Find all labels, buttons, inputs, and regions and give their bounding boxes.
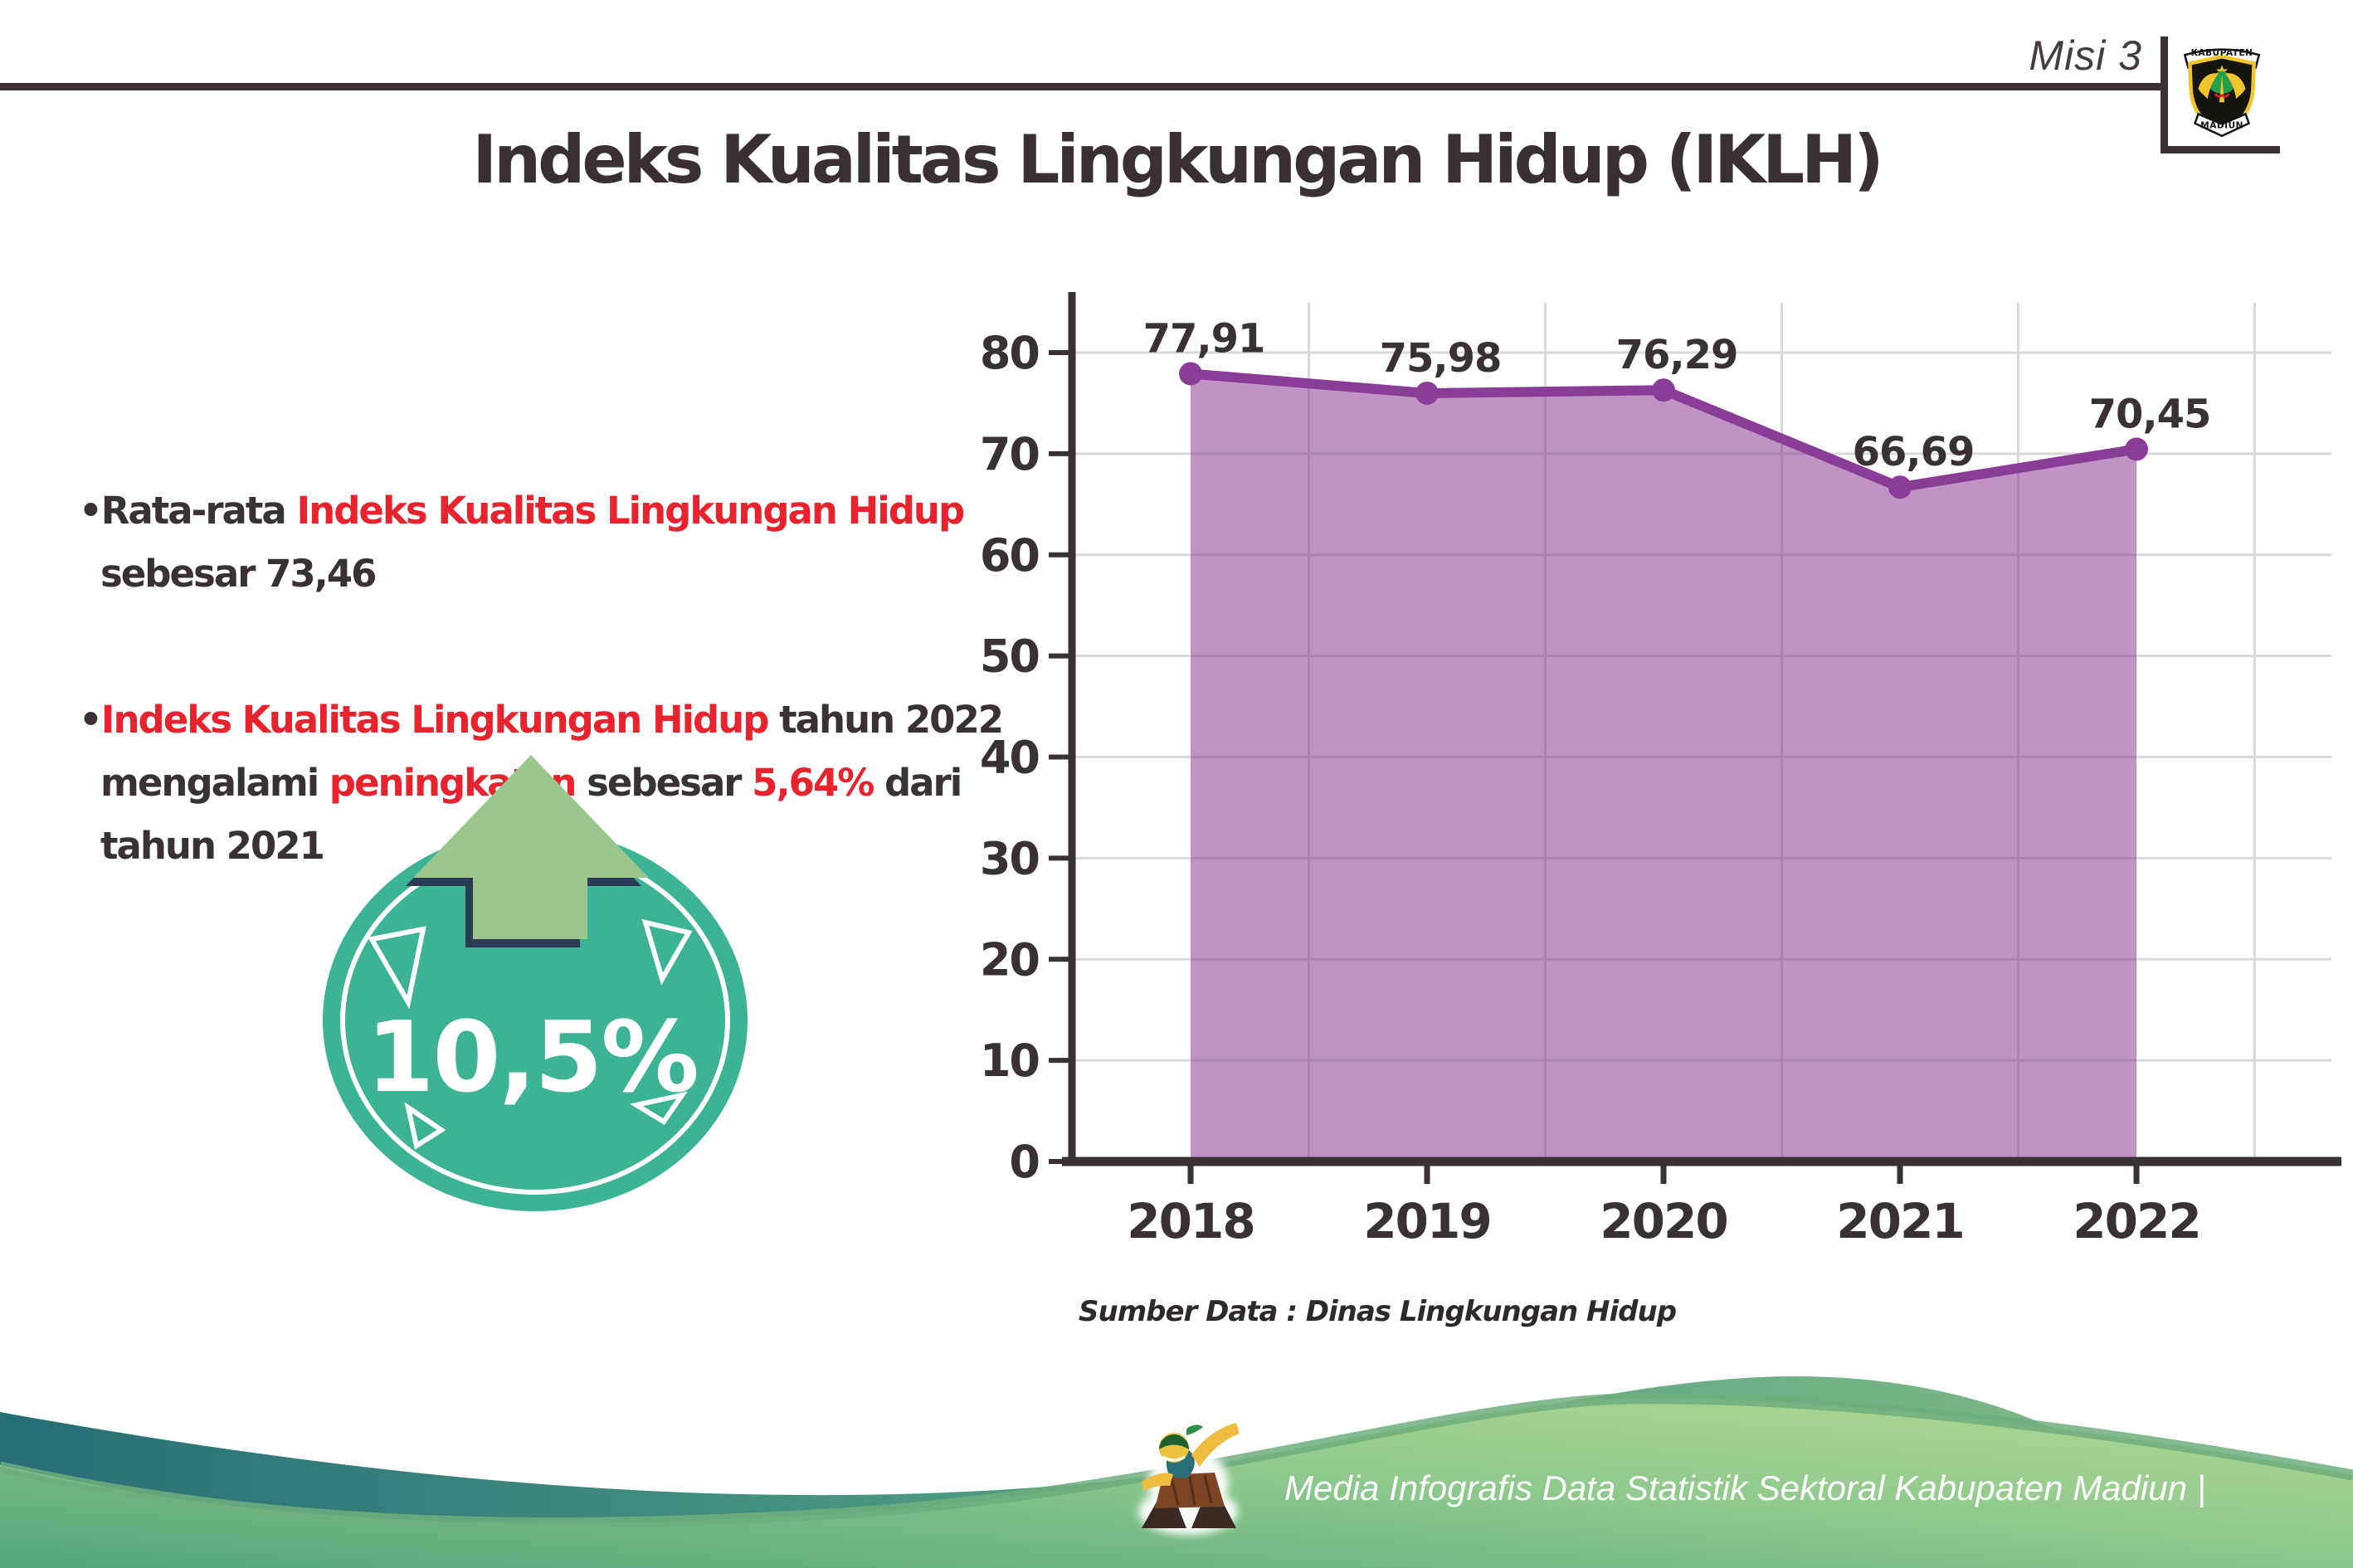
x-tick-label: 2020	[1600, 1193, 1727, 1249]
x-tick-label: 2021	[1836, 1193, 1963, 1249]
footer-wave-rim	[0, 1393, 2353, 1528]
mascot-icon	[1138, 1423, 1240, 1535]
data-label: 77,91	[1143, 315, 1265, 362]
y-tick-label: 10	[980, 1035, 1039, 1087]
data-point-marker	[1888, 475, 1912, 499]
misi-label: Misi 3	[2029, 32, 2142, 79]
logo-wings-icon	[2198, 73, 2246, 100]
logo-top-text: KABUPATEN	[2191, 47, 2253, 58]
logo-bottom-text: MADIUN	[2200, 120, 2243, 131]
data-label: 70,45	[2089, 391, 2211, 437]
chart-source: Sumber Data : Dinas Lingkungan Hidup	[1079, 1295, 1677, 1328]
text-segment: sebesar 73,46	[100, 552, 377, 596]
data-label: 66,69	[1853, 429, 1975, 475]
page-title: Indeks Kualitas Lingkungan Hidup (IKLH)	[472, 121, 1883, 198]
bullet-2-line-3: tahun 2021	[79, 815, 991, 878]
footer-caption: Media Infografis Data Statistik Sektoral…	[1284, 1468, 2206, 1507]
text-segment: sebesar	[575, 761, 753, 805]
text-segment: 5,64%	[752, 761, 874, 805]
up-arrow-icon	[413, 755, 649, 939]
text-segment: •Rata-rata	[79, 489, 297, 533]
data-point-marker	[1179, 362, 1202, 386]
text-segment: •	[79, 698, 103, 742]
text-segment: tahun 2021	[100, 824, 325, 868]
y-tick-label: 20	[980, 933, 1039, 986]
footer-waves	[0, 1376, 2353, 1568]
kabupaten-madiun-logo-icon: KABUPATEN MADIUN	[2183, 47, 2261, 138]
bullet-item-2: •Indeks Kualitas Lingkungan Hidup tahun …	[79, 689, 1004, 878]
y-tick-label: 50	[980, 631, 1039, 683]
logo-bottom-banner	[2193, 112, 2251, 138]
logo-frame-vertical	[2161, 37, 2168, 153]
increase-badge: 10,5%	[323, 755, 748, 1211]
bullet-2-line-1: •Indeks Kualitas Lingkungan Hidup tahun …	[79, 689, 1004, 752]
text-segment: Indeks Kualitas Lingkungan Hidup	[296, 489, 965, 533]
area-fill	[1191, 373, 2136, 1161]
bullet-item-1: •Rata-rata Indeks Kualitas Lingkungan Hi…	[79, 480, 991, 606]
y-tick-label: 0	[1009, 1136, 1039, 1188]
bullet-1-line-1: •Rata-rata Indeks Kualitas Lingkungan Hi…	[79, 480, 991, 543]
x-tick-label: 2022	[2073, 1193, 2200, 1249]
data-point-marker	[2125, 437, 2148, 461]
y-tick-label: 70	[980, 428, 1039, 480]
text-segment: Indeks Kualitas Lingkungan Hidup	[100, 698, 770, 742]
y-tick-label: 60	[980, 529, 1039, 582]
summary-bullets: •Rata-rata Indeks Kualitas Lingkungan Hi…	[79, 480, 1004, 878]
data-point-marker	[1415, 381, 1439, 405]
header-rule	[0, 83, 2164, 90]
bullet-2-line-2: mengalami peningkatan sebesar 5,64% dari	[79, 752, 991, 815]
y-tick-label: 80	[980, 327, 1039, 379]
badge-circle	[323, 830, 748, 1211]
text-segment: mengalami	[100, 761, 329, 805]
bullet-1-line-2: sebesar 73,46	[79, 543, 991, 606]
data-label: 76,29	[1616, 332, 1738, 378]
logo-red-ornament-right	[2220, 93, 2230, 98]
sparkle-triangles-icon	[368, 918, 693, 1150]
logo-frame-horizontal	[2161, 146, 2280, 153]
text-segment: tahun 2022	[767, 698, 1004, 742]
data-point-marker	[1652, 378, 1675, 402]
x-tick-label: 2018	[1127, 1193, 1254, 1249]
iklh-area-chart: 0 10 20 30 40 50 60 70 80 2018 2019 2020 2021 2022 77,…	[980, 292, 2341, 1328]
badge-value: 10,5%	[366, 1000, 697, 1114]
x-tick-label: 2019	[1363, 1193, 1490, 1249]
data-label: 75,98	[1380, 335, 1502, 382]
y-tick-label: 30	[980, 832, 1039, 884]
y-tick-label: 40	[980, 732, 1039, 784]
text-segment: dari	[873, 761, 962, 805]
